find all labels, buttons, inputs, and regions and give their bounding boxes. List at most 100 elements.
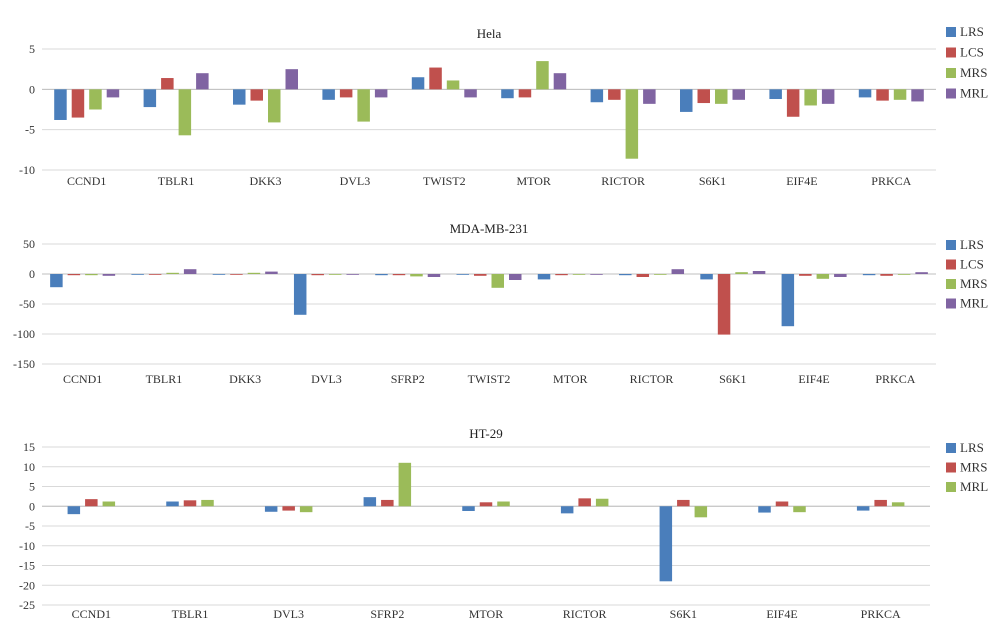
legend-label: MRL (960, 86, 988, 101)
legend-swatch (946, 88, 956, 99)
x-tick-label: PRKCA (861, 607, 901, 621)
x-tick-label: DVL3 (311, 372, 342, 386)
x-tick-label: MTOR (469, 607, 503, 621)
bar (891, 502, 905, 507)
chart-title: HT-29 (469, 426, 502, 441)
x-tick-label: DKK3 (229, 372, 261, 386)
bar (654, 274, 667, 275)
x-tick-label: EIF4E (798, 372, 829, 386)
y-tick-label: 0 (29, 499, 35, 513)
x-tick-label: MTOR (553, 372, 587, 386)
bar (680, 89, 693, 112)
bar (265, 271, 278, 274)
y-tick-label: -15 (19, 559, 35, 573)
bar (392, 274, 406, 276)
bar (381, 499, 394, 507)
bar (856, 506, 870, 511)
bar (67, 506, 81, 515)
chart-title: Hela (477, 26, 502, 41)
bar (625, 89, 639, 159)
x-tick-label: EIF4E (766, 607, 797, 621)
bar (816, 274, 830, 279)
bar (183, 269, 197, 274)
legend-swatch (946, 298, 956, 309)
x-tick-label: CCND1 (67, 174, 106, 188)
bar (161, 78, 174, 90)
bar (735, 272, 748, 274)
bar (427, 274, 441, 277)
x-tick-label: S6K1 (719, 372, 746, 386)
bar (758, 506, 771, 513)
legend-swatch (946, 482, 956, 492)
bar (71, 89, 85, 118)
x-tick-label: PRKCA (871, 174, 911, 188)
legend-label: MRS (960, 276, 987, 291)
chart-title: MDA-MB-231 (450, 221, 529, 236)
legend-label: LRS (960, 237, 984, 252)
bar (85, 274, 98, 276)
legend-swatch (946, 27, 956, 37)
bar (247, 272, 261, 274)
bar (491, 274, 504, 288)
bar (264, 506, 278, 512)
bar (553, 73, 567, 90)
bar (874, 499, 887, 507)
bar (196, 73, 209, 90)
bar (166, 501, 179, 507)
legend-label: MRS (960, 65, 987, 80)
bar (464, 89, 477, 98)
bar (497, 501, 510, 507)
bar (786, 89, 800, 117)
bar (299, 506, 313, 513)
legend-label: MRL (960, 296, 988, 311)
bar (590, 89, 604, 103)
bar (501, 89, 514, 99)
bar (893, 89, 907, 100)
y-tick-label: -5 (25, 519, 35, 533)
bar (732, 89, 745, 100)
x-tick-label: SFRP2 (391, 372, 425, 386)
x-tick-label: S6K1 (699, 174, 726, 188)
legend-swatch (946, 279, 956, 289)
bar (131, 274, 144, 275)
bar (102, 274, 116, 276)
legend-label: MRL (960, 479, 988, 494)
x-tick-label: TWIST2 (423, 174, 466, 188)
y-tick-label: -25 (19, 598, 35, 612)
bar (560, 506, 574, 514)
y-tick-label: -150 (13, 357, 35, 371)
bar (67, 274, 81, 276)
bar (897, 274, 911, 275)
y-tick-label: -5 (25, 123, 35, 137)
bar (357, 89, 370, 122)
bar (233, 89, 246, 105)
bar (166, 272, 179, 274)
legend-swatch (946, 462, 956, 473)
x-tick-label: EIF4E (786, 174, 817, 188)
bar (911, 89, 924, 102)
y-tick-label: 50 (23, 237, 35, 251)
bar (608, 89, 621, 100)
bar (537, 274, 551, 280)
bar (717, 274, 731, 335)
bar (643, 89, 656, 104)
x-tick-label: TBLR1 (146, 372, 183, 386)
x-tick-label: CCND1 (72, 607, 111, 621)
x-tick-label: MTOR (516, 174, 550, 188)
bar (555, 274, 568, 276)
x-tick-label: RICTOR (563, 607, 607, 621)
bar (595, 498, 609, 507)
y-tick-label: -20 (19, 578, 35, 592)
bar (446, 80, 460, 90)
bar (619, 274, 632, 276)
legend-swatch (946, 68, 956, 78)
bar (793, 506, 806, 513)
x-tick-label: PRKCA (875, 372, 915, 386)
bar (804, 89, 817, 106)
x-tick-label: DVL3 (340, 174, 371, 188)
bar (102, 501, 116, 507)
bar (799, 274, 812, 276)
x-tick-label: CCND1 (63, 372, 102, 386)
bar (311, 274, 324, 276)
bar (474, 274, 487, 276)
